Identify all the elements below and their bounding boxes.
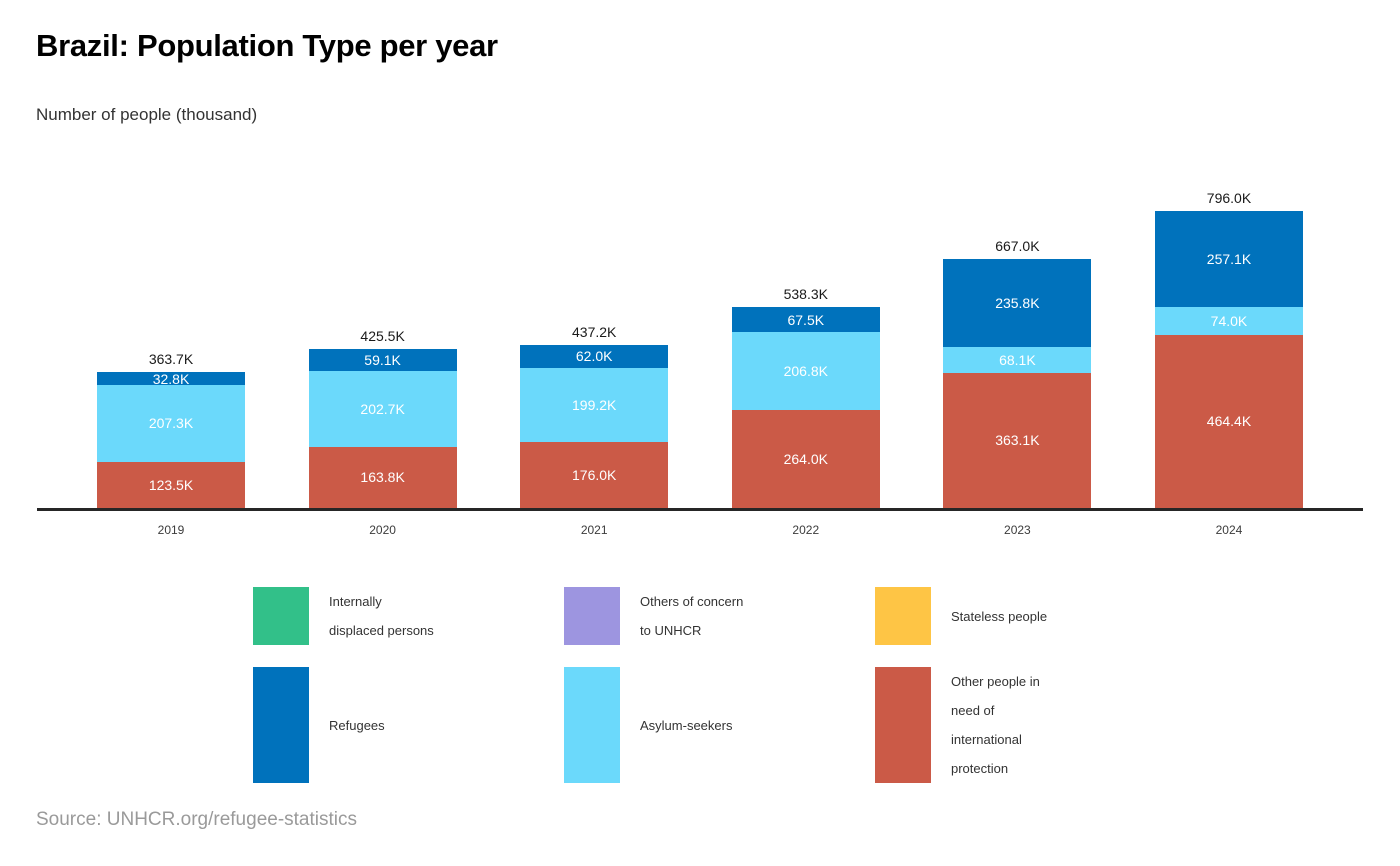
legend-item[interactable]: Others of concern to UNHCR	[564, 587, 875, 645]
x-axis-line	[37, 508, 1363, 511]
bar-2024[interactable]: 796.0K 257.1K 74.0K 464.4K	[1154, 190, 1303, 508]
bar-stack: 67.5K 206.8K 264.0K	[731, 307, 880, 508]
legend-item[interactable]: Refugees	[253, 667, 564, 783]
bar-segment[interactable]: 202.7K	[308, 371, 457, 447]
bar-segment-value: 464.4K	[1206, 413, 1252, 430]
bar-segment-value: 163.8K	[360, 469, 405, 486]
bar-segment-value: 59.1K	[364, 352, 401, 369]
bar-segment-value: 74.0K	[1210, 312, 1248, 329]
bar-segment[interactable]: 67.5K	[731, 307, 880, 333]
bar-total-label: 796.0K	[1206, 190, 1252, 207]
bar-segment[interactable]: 59.1K	[308, 349, 457, 372]
bar-segment[interactable]: 235.8K	[943, 259, 1092, 348]
page-title: Brazil: Population Type per year	[36, 28, 498, 63]
bar-segment[interactable]: 206.8K	[731, 332, 880, 410]
x-axis-label: 2020	[369, 523, 396, 537]
legend-label: Asylum-seekers	[640, 717, 733, 733]
bar-total-label: 363.7K	[148, 351, 194, 368]
bar-segment-value: 68.1K	[999, 351, 1036, 368]
bar-segment[interactable]: 257.1K	[1154, 211, 1303, 308]
legend-label: Internally displaced persons	[329, 594, 434, 638]
bar-segment-value: 32.8K	[152, 370, 190, 387]
bar-segment-value: 264.0K	[783, 450, 828, 467]
bar-segment-value: 257.1K	[1206, 251, 1252, 268]
bar-total-label: 538.3K	[783, 286, 828, 303]
x-axis-label: 2023	[1004, 523, 1031, 537]
bar-total-label: 425.5K	[360, 328, 405, 345]
bar-total-label: 667.0K	[995, 238, 1040, 255]
bar-stack: 257.1K 74.0K 464.4K	[1154, 211, 1303, 508]
bar-segment-value: 363.1K	[995, 432, 1040, 449]
legend-swatch	[253, 667, 309, 783]
legend-item[interactable]: Internally displaced persons	[253, 587, 564, 645]
x-axis-labels: 2019 2020 2021 2022 2023 2024	[37, 523, 1363, 537]
legend-label: Stateless people	[951, 608, 1048, 624]
bar-segment-value: 123.5K	[148, 476, 194, 493]
bar-segment[interactable]: 62.0K	[520, 344, 669, 369]
bar-total-label: 437.2K	[572, 323, 617, 340]
bar-segment[interactable]: 363.1K	[943, 372, 1092, 508]
bar-segment[interactable]: 74.0K	[1154, 307, 1303, 335]
bar-stack: 32.8K 207.3K 123.5K	[97, 372, 245, 508]
bar-segment-value: 207.3K	[148, 415, 194, 432]
bar-segment[interactable]: 123.5K	[97, 461, 245, 508]
bar-segment-value: 176.0K	[572, 467, 617, 484]
bar-2020[interactable]: 425.5K 59.1K 202.7K 163.8K	[308, 328, 457, 508]
bar-stack: 62.0K 199.2K 176.0K	[520, 344, 669, 508]
bar-stack: 235.8K 68.1K 363.1K	[943, 259, 1092, 508]
legend-label: Other people in need of international prote…	[951, 674, 1040, 776]
x-axis-label: 2024	[1215, 523, 1243, 537]
bar-segment[interactable]: 264.0K	[731, 409, 880, 508]
bar-2022[interactable]: 538.3K 67.5K 206.8K 264.0K	[731, 286, 880, 508]
bar-segment[interactable]: 207.3K	[97, 384, 245, 462]
source-note: Source: UNHCR.org/refugee-statistics	[36, 809, 357, 830]
legend-label: Refugees	[329, 717, 385, 733]
bar-segment[interactable]: 68.1K	[943, 347, 1092, 373]
legend-swatch	[875, 667, 931, 783]
x-axis-label: 2019	[157, 523, 185, 537]
bar-segment[interactable]: 176.0K	[520, 442, 669, 508]
bar-2019[interactable]: 363.7K 32.8K 207.3K 123.5K	[97, 352, 245, 508]
legend: Internally displaced persons Others of con…	[253, 587, 1400, 783]
legend-swatch	[253, 587, 309, 645]
plot-area: 363.7K 32.8K 207.3K 123.5K 425.5K 59.1K 202.7K…	[37, 161, 1363, 508]
x-axis-label: 2021	[580, 523, 608, 537]
legend-item[interactable]: Other people in need of international prote…	[875, 667, 1186, 783]
legend-label: Others of concern to UNHCR	[640, 594, 744, 638]
chart-subtitle: Number of people (thousand)	[36, 105, 258, 124]
bar-segment-value: 235.8K	[995, 295, 1040, 312]
bar-segment[interactable]: 464.4K	[1154, 334, 1303, 508]
legend-swatch	[875, 587, 931, 645]
legend-swatch	[564, 587, 620, 645]
legend-swatch	[564, 667, 620, 783]
bar-stack: 59.1K 202.7K 163.8K	[308, 349, 457, 508]
x-axis-label: 2022	[792, 523, 820, 537]
bar-2021[interactable]: 437.2K 62.0K 199.2K 176.0K	[520, 323, 669, 508]
bar-segment[interactable]: 163.8K	[308, 446, 457, 508]
legend-item[interactable]: Asylum-seekers	[564, 667, 875, 783]
stacked-bar-chart: 363.7K 32.8K 207.3K 123.5K 425.5K 59.1K 202.7K…	[37, 161, 1363, 537]
bar-segment-value: 199.2K	[572, 397, 617, 414]
bar-segment-value: 62.0K	[575, 348, 613, 365]
bar-2023[interactable]: 667.0K 235.8K 68.1K 363.1K	[943, 238, 1092, 508]
legend-item[interactable]: Stateless people	[875, 587, 1186, 645]
bar-segment[interactable]: 32.8K	[97, 370, 245, 387]
bar-segment-value: 206.8K	[783, 362, 828, 379]
bar-segment-value: 67.5K	[787, 311, 825, 328]
bar-segment[interactable]: 199.2K	[520, 368, 669, 443]
bar-segment-value: 202.7K	[360, 401, 405, 418]
